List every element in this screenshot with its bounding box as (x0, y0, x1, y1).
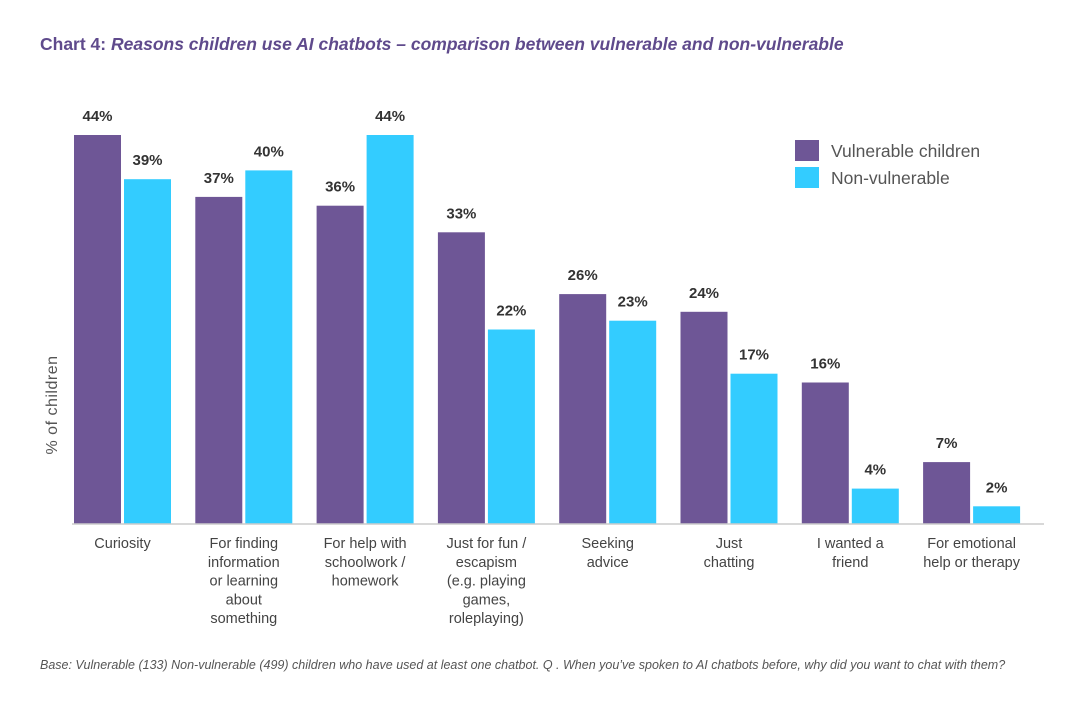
footnote: Base: Vulnerable (133) Non-vulnerable (4… (40, 658, 1006, 672)
legend-swatch-non-vulnerable (795, 167, 819, 188)
bar-non-vulnerable-3 (487, 329, 535, 524)
legend-label-vulnerable: Vulnerable children (831, 141, 980, 161)
bar-vulnerable-0 (74, 135, 121, 524)
bar-vulnerable-4 (559, 294, 607, 524)
category-label-2: For help with schoolwork / homework (324, 536, 407, 590)
value-label-vulnerable-3: 33% (446, 205, 476, 222)
category-labels-group: Curiosity For finding information or learni… (94, 536, 1020, 627)
value-labels-group: 44% 39% 37% 40% 36% 44% 33% 22% 26% 23% 24% 17% 16% 4… (82, 108, 1007, 496)
bar-non-vulnerable-2 (366, 135, 414, 524)
bar-vulnerable-2 (316, 205, 364, 524)
value-label-non-vulnerable-1: 40% (254, 143, 284, 160)
bar-vulnerable-3 (437, 232, 485, 525)
value-label-non-vulnerable-2: 44% (375, 108, 405, 125)
category-label-7: For emotional help or therapy (923, 536, 1020, 571)
category-label-5: Just chatting (704, 536, 755, 571)
bar-non-vulnerable-7 (973, 506, 1021, 524)
value-label-vulnerable-7: 7% (936, 435, 958, 452)
value-label-non-vulnerable-0: 39% (132, 152, 162, 169)
bar-chart: % of children 44% 39% 37% 40% 36% 44% 33% 22% 26… (44, 108, 1044, 627)
bar-non-vulnerable-0 (124, 179, 171, 524)
value-label-vulnerable-5: 24% (689, 285, 719, 302)
chart-title: Chart 4: Reasons children use AI chatbot… (40, 34, 844, 55)
y-axis-label: % of children (44, 356, 61, 455)
bar-vulnerable-5 (680, 311, 728, 524)
category-label-1: For finding information or learning about so… (208, 536, 280, 627)
value-label-non-vulnerable-7: 2% (986, 479, 1008, 496)
bar-non-vulnerable-6 (851, 488, 899, 524)
value-label-vulnerable-1: 37% (204, 170, 234, 187)
chart-title-label: Chart 4: (40, 34, 107, 54)
category-label-0: Curiosity (94, 536, 151, 552)
bar-vulnerable-7 (923, 462, 971, 524)
bar-vulnerable-1 (195, 196, 243, 524)
value-label-vulnerable-0: 44% (82, 108, 112, 125)
category-label-4: Seeking advice (581, 536, 633, 571)
bar-non-vulnerable-5 (730, 373, 778, 524)
value-label-non-vulnerable-6: 4% (864, 462, 886, 479)
category-label-3: Just for fun / escapism (e.g. playing games… (447, 536, 528, 627)
value-label-vulnerable-2: 36% (325, 179, 355, 196)
value-label-vulnerable-4: 26% (568, 267, 598, 284)
value-label-vulnerable-6: 16% (810, 356, 840, 373)
value-label-non-vulnerable-4: 23% (618, 294, 648, 311)
legend-swatch-vulnerable (795, 140, 819, 161)
bars-group (74, 135, 1021, 525)
value-label-non-vulnerable-3: 22% (496, 303, 526, 320)
value-label-non-vulnerable-5: 17% (739, 347, 769, 364)
category-label-6: I wanted a friend (817, 536, 885, 571)
chart-title-text: Reasons children use AI chatbots – compa… (111, 34, 844, 54)
legend-label-non-vulnerable: Non-vulnerable (831, 168, 950, 188)
legend: Vulnerable children Non-vulnerable (795, 140, 980, 188)
bar-non-vulnerable-1 (245, 170, 293, 524)
bar-vulnerable-6 (801, 382, 849, 524)
bar-non-vulnerable-4 (609, 320, 657, 524)
